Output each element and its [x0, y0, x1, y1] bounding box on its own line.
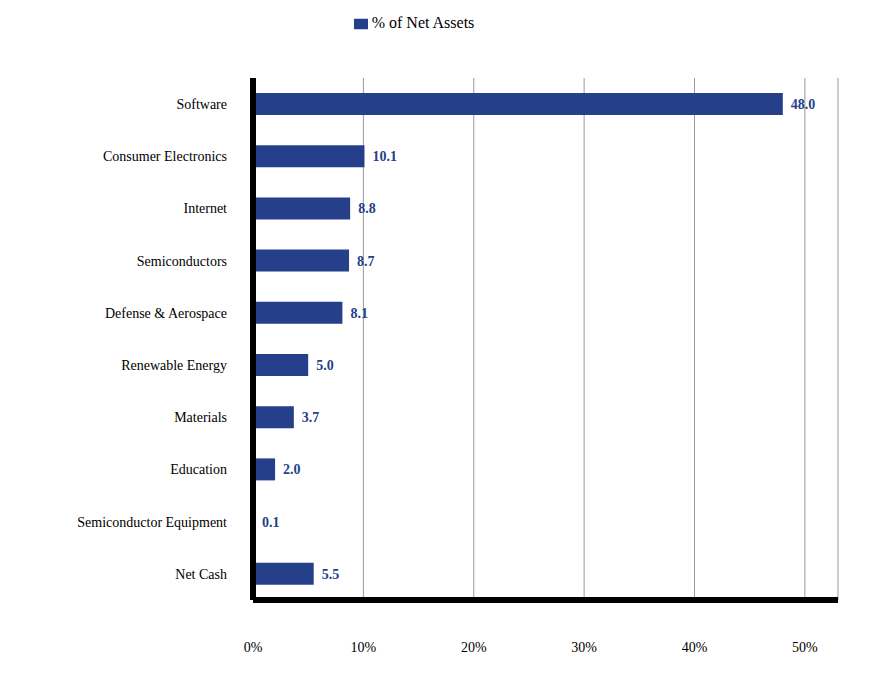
svg-text:50%: 50%	[792, 640, 818, 655]
svg-text:30%: 30%	[571, 640, 597, 655]
svg-text:0%: 0%	[244, 640, 263, 655]
svg-text:5.5: 5.5	[322, 567, 340, 582]
svg-text:Defense & Aerospace: Defense & Aerospace	[105, 306, 227, 321]
svg-text:Semiconductor Equipment: Semiconductor Equipment	[77, 515, 227, 530]
svg-text:3.7: 3.7	[302, 410, 320, 425]
svg-text:Software: Software	[176, 97, 227, 112]
svg-text:10%: 10%	[351, 640, 377, 655]
svg-text:Semiconductors: Semiconductors	[137, 254, 227, 269]
svg-text:0.1: 0.1	[262, 515, 280, 530]
svg-text:Internet: Internet	[183, 201, 227, 216]
svg-text:Renewable Energy: Renewable Energy	[121, 358, 227, 373]
svg-text:Consumer Electronics: Consumer Electronics	[103, 149, 227, 164]
svg-text:40%: 40%	[682, 640, 708, 655]
svg-text:8.1: 8.1	[350, 306, 368, 321]
svg-text:5.0: 5.0	[316, 358, 334, 373]
svg-text:Materials: Materials	[174, 410, 227, 425]
html-text:% of Net Assets: % of Net Assets	[371, 14, 475, 31]
svg-text:48.0: 48.0	[791, 97, 816, 112]
svg-text:2.0: 2.0	[283, 462, 301, 477]
svg-text:Education: Education	[170, 462, 227, 477]
svg-text:20%: 20%	[461, 640, 487, 655]
svg-text:10.1: 10.1	[372, 149, 397, 164]
svg-text:8.8: 8.8	[358, 201, 376, 216]
svg-text:8.7: 8.7	[357, 254, 375, 269]
svg-text:Net Cash: Net Cash	[175, 567, 227, 582]
